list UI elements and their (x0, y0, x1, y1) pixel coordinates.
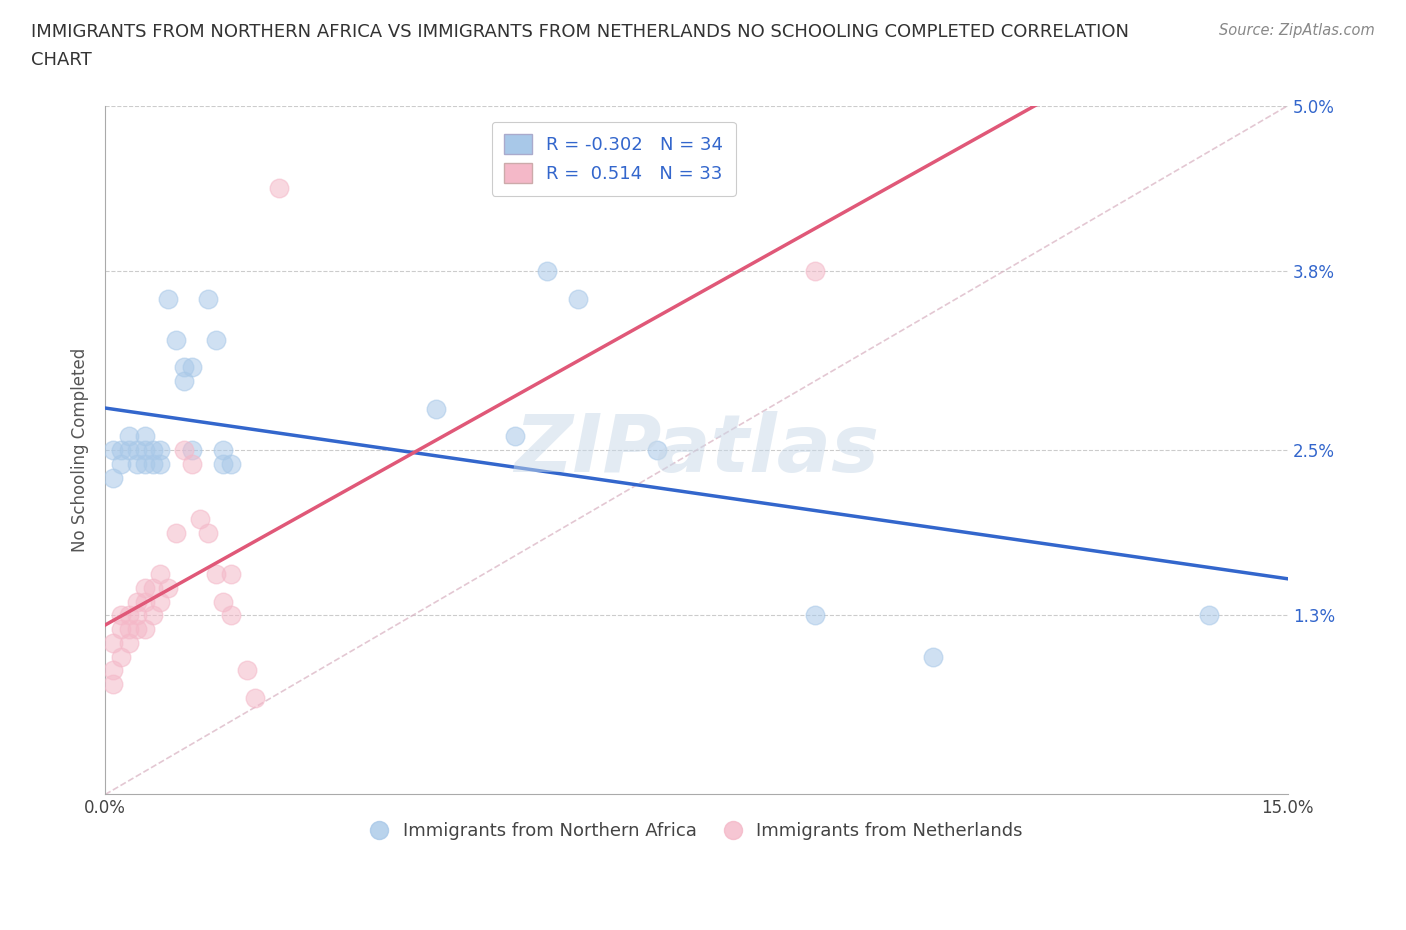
Point (922, 649, 945, 664)
Point (204, 332, 226, 347)
Point (173, 374, 195, 389)
Point (197, 291, 219, 306)
Y-axis label: No Schooling Completed: No Schooling Completed (72, 348, 89, 552)
Point (125, 443, 148, 458)
Point (110, 443, 132, 458)
Point (212, 594, 235, 609)
Point (110, 649, 132, 664)
Point (243, 691, 266, 706)
Point (221, 566, 243, 581)
Point (134, 443, 156, 458)
Point (118, 635, 141, 650)
Point (125, 457, 148, 472)
Point (212, 457, 235, 472)
Point (141, 457, 163, 472)
Point (134, 594, 156, 609)
Point (503, 429, 526, 444)
Point (149, 594, 172, 609)
Point (149, 457, 172, 472)
Point (173, 360, 195, 375)
Point (101, 635, 124, 650)
Point (157, 580, 180, 595)
Point (110, 457, 132, 472)
Point (149, 443, 172, 458)
Point (118, 429, 141, 444)
Point (567, 291, 589, 306)
Text: ZIPatlas: ZIPatlas (515, 411, 879, 489)
Point (197, 525, 219, 540)
Point (181, 360, 204, 375)
Point (425, 402, 447, 417)
Point (803, 608, 825, 623)
Point (212, 443, 235, 458)
Point (125, 594, 148, 609)
Text: CHART: CHART (31, 51, 91, 69)
Point (173, 443, 195, 458)
Point (204, 566, 226, 581)
Point (149, 566, 172, 581)
Point (188, 512, 211, 526)
Point (134, 429, 156, 444)
Point (165, 525, 187, 540)
Point (118, 622, 141, 637)
Point (221, 457, 243, 472)
Point (645, 443, 668, 458)
Point (110, 608, 132, 623)
Point (141, 580, 163, 595)
Point (101, 443, 124, 458)
Point (125, 608, 148, 623)
Point (141, 443, 163, 458)
Point (536, 263, 558, 278)
Point (101, 471, 124, 485)
Text: IMMIGRANTS FROM NORTHERN AFRICA VS IMMIGRANTS FROM NETHERLANDS NO SCHOOLING COMP: IMMIGRANTS FROM NORTHERN AFRICA VS IMMIG… (31, 23, 1129, 41)
Point (165, 332, 187, 347)
Point (803, 263, 825, 278)
Legend: Immigrants from Northern Africa, Immigrants from Netherlands: Immigrants from Northern Africa, Immigra… (363, 815, 1031, 847)
Point (221, 608, 243, 623)
Point (134, 457, 156, 472)
Point (1198, 608, 1220, 623)
Point (134, 580, 156, 595)
Point (267, 181, 290, 196)
Point (134, 622, 156, 637)
Point (181, 457, 204, 472)
Point (236, 663, 259, 678)
Point (125, 622, 148, 637)
Point (101, 663, 124, 678)
Point (101, 677, 124, 692)
Point (118, 608, 141, 623)
Point (181, 443, 204, 458)
Point (118, 443, 141, 458)
Point (157, 291, 180, 306)
Text: Source: ZipAtlas.com: Source: ZipAtlas.com (1219, 23, 1375, 38)
Point (110, 622, 132, 637)
Point (141, 608, 163, 623)
